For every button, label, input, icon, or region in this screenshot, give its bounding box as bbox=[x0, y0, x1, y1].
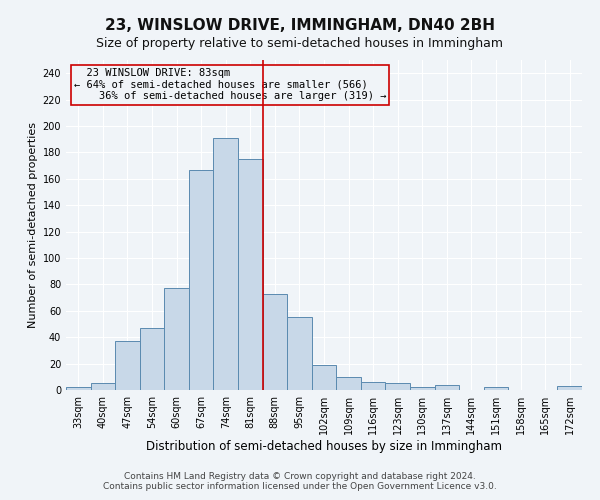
Bar bbox=[238, 159, 263, 390]
Text: 23 WINSLOW DRIVE: 83sqm
← 64% of semi-detached houses are smaller (566)
    36% : 23 WINSLOW DRIVE: 83sqm ← 64% of semi-de… bbox=[74, 68, 386, 102]
Bar bbox=[287, 318, 312, 390]
Text: Size of property relative to semi-detached houses in Immingham: Size of property relative to semi-detach… bbox=[97, 38, 503, 51]
Bar bbox=[361, 382, 385, 390]
Bar bbox=[263, 294, 287, 390]
Bar bbox=[434, 384, 459, 390]
Bar bbox=[140, 328, 164, 390]
Bar bbox=[91, 384, 115, 390]
Y-axis label: Number of semi-detached properties: Number of semi-detached properties bbox=[28, 122, 38, 328]
Bar bbox=[312, 365, 336, 390]
Text: Contains HM Land Registry data © Crown copyright and database right 2024.: Contains HM Land Registry data © Crown c… bbox=[124, 472, 476, 481]
Bar bbox=[336, 377, 361, 390]
X-axis label: Distribution of semi-detached houses by size in Immingham: Distribution of semi-detached houses by … bbox=[146, 440, 502, 453]
Text: 23, WINSLOW DRIVE, IMMINGHAM, DN40 2BH: 23, WINSLOW DRIVE, IMMINGHAM, DN40 2BH bbox=[105, 18, 495, 32]
Bar bbox=[557, 386, 582, 390]
Bar bbox=[214, 138, 238, 390]
Text: Contains public sector information licensed under the Open Government Licence v3: Contains public sector information licen… bbox=[103, 482, 497, 491]
Bar bbox=[164, 288, 189, 390]
Bar bbox=[189, 170, 214, 390]
Bar bbox=[115, 341, 140, 390]
Bar bbox=[66, 388, 91, 390]
Bar bbox=[385, 384, 410, 390]
Bar bbox=[484, 388, 508, 390]
Bar bbox=[410, 388, 434, 390]
